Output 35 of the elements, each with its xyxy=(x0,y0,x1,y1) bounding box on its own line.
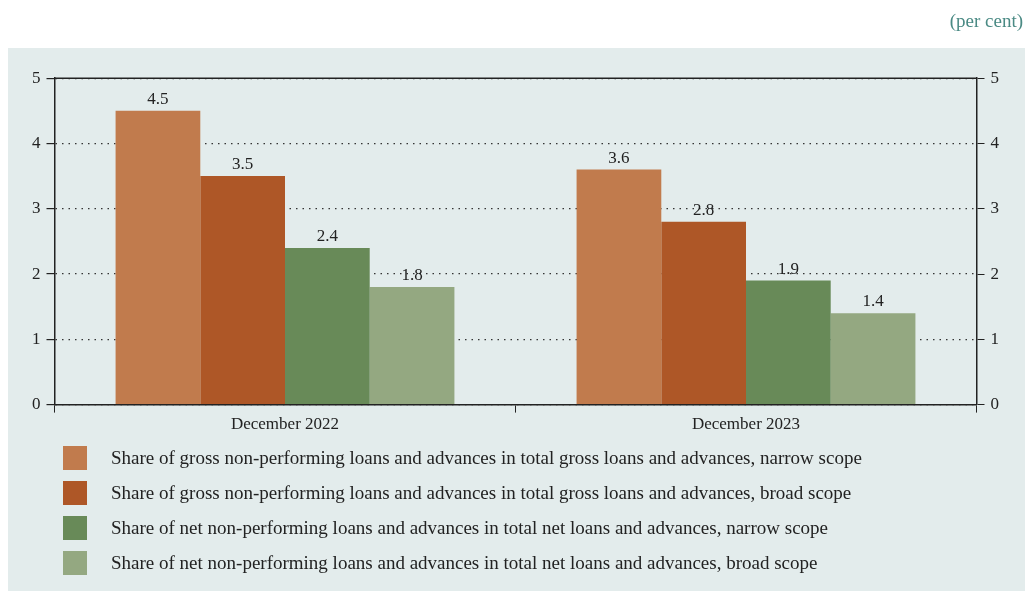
bar xyxy=(830,313,916,404)
y2-tick-label: 1 xyxy=(32,328,41,348)
y-tick-label: 3 xyxy=(990,198,999,218)
y-tick-label: 1 xyxy=(990,328,999,348)
y2-tick-label: 5 xyxy=(32,67,41,87)
data-label: 2.8 xyxy=(693,199,715,219)
legend-label: Share of gross non-performing loans and advances in total gross loans and advances, narrow scope xyxy=(111,446,862,469)
data-label: 2.4 xyxy=(316,225,339,245)
y-axis-title: (per cent) xyxy=(949,10,1023,32)
y-tick-label: 0 xyxy=(990,394,999,414)
data-label: 1.4 xyxy=(862,291,885,311)
x-tick-label: December 2022 xyxy=(230,414,340,434)
x-tick-label: December 2023 xyxy=(691,414,801,434)
y-tick-label: 2 xyxy=(990,263,999,283)
bar xyxy=(746,280,831,404)
bar xyxy=(115,110,201,404)
y-tick-label: 4 xyxy=(990,132,1000,152)
legend-label: Share of net non-performing loans and advances in total net loans and advances, narrow scope xyxy=(111,516,829,539)
y2-tick-label: 3 xyxy=(32,198,41,218)
y2-tick-label: 2 xyxy=(32,263,41,283)
bar xyxy=(200,176,285,404)
data-label: 1.9 xyxy=(777,258,799,278)
legend-label: Share of net non-performing loans and advances in total net loans and advances, broad scope xyxy=(111,551,818,574)
y2-tick-label: 0 xyxy=(32,394,41,414)
bar xyxy=(661,221,746,404)
legend-label: Share of gross non-performing loans and advances in total gross loans and advances, broad scope xyxy=(111,481,852,504)
data-label: 1.8 xyxy=(401,265,423,285)
y2-tick-label: 4 xyxy=(32,132,41,152)
data-label: 4.5 xyxy=(147,88,169,108)
bar xyxy=(369,287,455,404)
bar xyxy=(285,247,370,404)
data-label: 3.5 xyxy=(232,154,254,174)
y-tick-label: 5 xyxy=(990,67,999,87)
data-label: 3.6 xyxy=(608,147,630,167)
bar xyxy=(576,169,662,404)
